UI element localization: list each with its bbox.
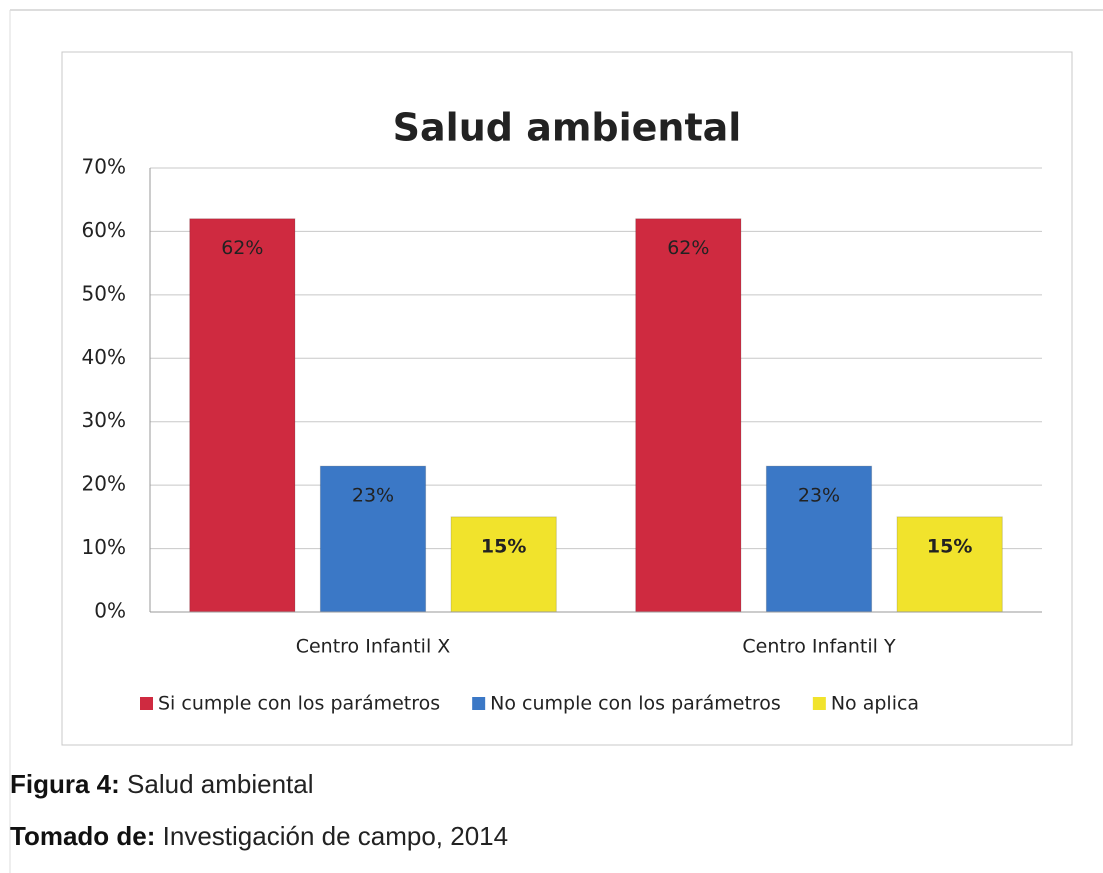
- value-label: 23%: [798, 485, 840, 507]
- y-tick-label: 40%: [82, 345, 126, 369]
- value-label: 62%: [667, 237, 709, 259]
- y-tick-label: 10%: [82, 535, 126, 559]
- bar: [635, 218, 742, 613]
- value-label: 62%: [221, 237, 263, 259]
- legend-label: No aplica: [831, 693, 919, 715]
- y-tick-label: 60%: [82, 218, 126, 242]
- caption-text: Investigación de campo, 2014: [163, 821, 508, 851]
- bar: [896, 516, 1003, 613]
- caption-label: Tomado de:: [10, 821, 155, 851]
- bar: [319, 465, 427, 613]
- bar: [450, 516, 557, 613]
- y-tick-label: 50%: [82, 281, 126, 305]
- legend-swatch: [812, 697, 826, 710]
- caption-text: Salud ambiental: [127, 769, 313, 799]
- legend-label: Si cumple con los parámetros: [158, 693, 440, 715]
- legend-swatch: [140, 697, 153, 710]
- bar: [189, 218, 296, 613]
- chart-title: Salud ambiental: [393, 106, 742, 150]
- x-tick-label: Centro Infantil Y: [742, 636, 896, 658]
- caption: Tomado de: Investigación de campo, 2014: [10, 821, 508, 851]
- caption-label: Figura 4:: [10, 769, 120, 799]
- legend-swatch: [472, 697, 486, 710]
- y-tick-label: 20%: [82, 472, 126, 496]
- y-tick-label: 70%: [82, 155, 126, 179]
- value-label: 15%: [927, 535, 972, 557]
- value-label: 23%: [352, 485, 394, 507]
- captions: Figura 4: Salud ambiental Tomado de: Inv…: [10, 769, 508, 851]
- y-tick-label: 0%: [94, 599, 126, 623]
- value-label: 15%: [481, 535, 526, 557]
- bar: [765, 465, 873, 613]
- y-tick-label: 30%: [82, 408, 126, 432]
- legend-label: No cumple con los parámetros: [490, 693, 781, 715]
- x-tick-label: Centro Infantil X: [296, 636, 451, 658]
- caption: Figura 4: Salud ambiental: [10, 769, 314, 799]
